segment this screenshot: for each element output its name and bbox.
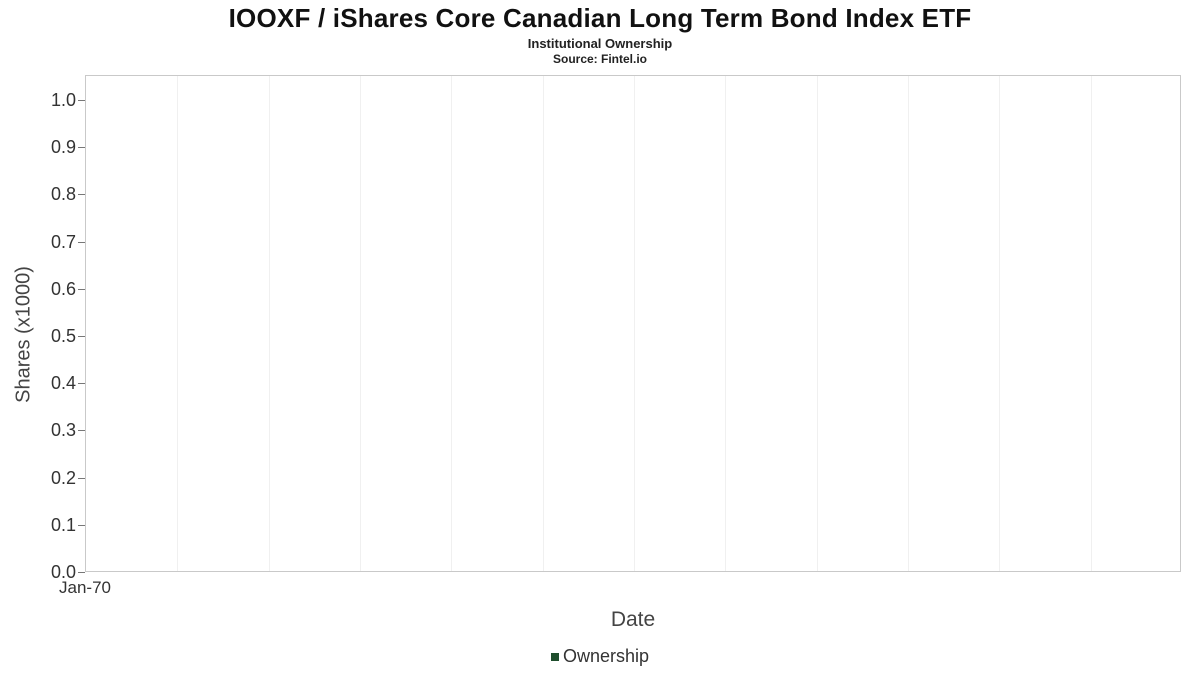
y-tick-mark	[78, 194, 85, 196]
y-tick-label: 0.0	[50, 562, 76, 582]
y-tick-mark	[78, 430, 85, 432]
y-tick-mark	[78, 100, 85, 101]
y-tick-label: 0.7	[50, 231, 76, 252]
gridline-vertical	[360, 76, 361, 571]
y-tick-label: 1.0	[50, 90, 76, 110]
plot-area	[85, 75, 1181, 572]
y-tick-label: 0.5	[50, 326, 76, 346]
gridline-vertical	[817, 76, 818, 571]
y-tick-label: 0.8	[50, 184, 76, 205]
legend-label: Ownership	[562, 646, 650, 666]
gridline-vertical	[543, 76, 544, 571]
y-tick-label: 0.9	[50, 137, 76, 158]
legend-item-ownership[interactable]: Ownership	[550, 646, 650, 667]
y-tick-mark	[78, 477, 85, 479]
chart-subtitle: Institutional Ownership	[527, 36, 673, 51]
y-tick-label: 0.3	[50, 420, 76, 441]
gridline-vertical	[269, 76, 270, 571]
legend: Ownership	[0, 646, 1200, 667]
legend-marker-icon	[550, 652, 559, 661]
gridline-vertical	[999, 76, 1000, 571]
chart-source: Source: Fintel.io	[552, 52, 647, 66]
y-tick-mark	[78, 336, 85, 337]
x-axis-label: Date	[610, 608, 656, 631]
gridline-vertical	[725, 76, 726, 571]
y-tick-mark	[78, 383, 85, 385]
y-tick-label: 0.4	[50, 373, 76, 394]
gridline-vertical	[908, 76, 909, 571]
gridline-vertical	[634, 76, 635, 571]
gridline-vertical	[177, 76, 178, 571]
y-tick-mark	[78, 288, 85, 290]
plot-grid	[86, 76, 1180, 571]
gridline-vertical	[1091, 76, 1092, 571]
chart-title: IOOXF / iShares Core Canadian Long Term …	[228, 3, 972, 33]
y-tick-label: 0.6	[50, 278, 76, 299]
y-tick-mark	[78, 572, 85, 573]
y-tick-label: 0.2	[50, 467, 76, 488]
gridline-vertical	[451, 76, 452, 571]
y-tick-mark	[78, 241, 85, 243]
y-tick-label: 0.1	[50, 514, 76, 535]
y-tick-mark	[78, 524, 85, 526]
y-tick-mark	[78, 147, 85, 149]
x-tick-label: Jan-70	[59, 578, 111, 597]
